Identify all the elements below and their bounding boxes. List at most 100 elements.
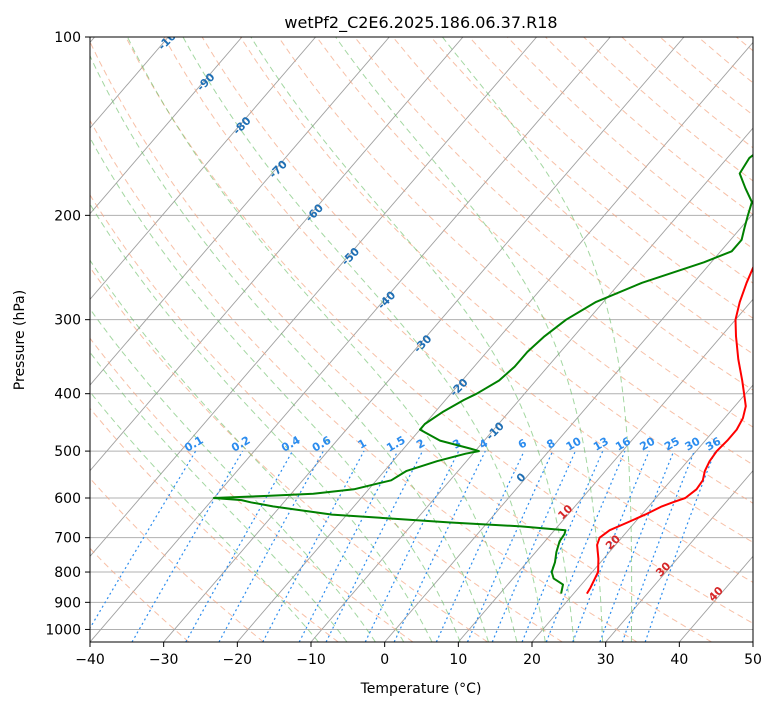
mixing-ratio-line xyxy=(466,450,554,642)
isotherm-label: -80 xyxy=(230,114,253,137)
dry-adiabat-line xyxy=(90,119,638,642)
mixing-ratio-line xyxy=(325,450,424,642)
dry-adiabat-line xyxy=(90,547,190,642)
isotherm-line xyxy=(752,641,753,642)
mixing-ratio-line xyxy=(262,450,365,642)
isotherm-label: 40 xyxy=(706,584,726,604)
mixing-ratio-line xyxy=(393,450,486,642)
isotherm-label: -70 xyxy=(267,158,290,181)
profile-series xyxy=(212,153,753,595)
isotherm-label: -40 xyxy=(375,288,398,311)
mixing-ratio-line xyxy=(90,450,197,630)
isotherm-line xyxy=(605,469,753,642)
moist-adiabat-line xyxy=(90,54,489,642)
moist-adiabat-line xyxy=(442,37,633,642)
x-tick-label: 50 xyxy=(744,652,762,668)
y-tick-label: 600 xyxy=(54,491,81,507)
isotherm-label: -50 xyxy=(339,245,362,268)
dry-adiabat-line xyxy=(468,37,753,284)
y-tick-label: 400 xyxy=(54,387,81,403)
dry-adiabat-line xyxy=(316,37,753,428)
isotherm-line xyxy=(457,298,753,642)
dewpoint-profile-line xyxy=(212,153,753,594)
x-axis-label: Temperature (°C) xyxy=(360,681,482,697)
y-axis-label: Pressure (hPa) xyxy=(12,290,28,390)
isotherm-label: 20 xyxy=(603,532,623,552)
dry-adiabat-line xyxy=(239,37,753,504)
mixing-ratio-line xyxy=(621,450,695,642)
mixing-ratio-line xyxy=(491,450,576,642)
mixing-ratio-line xyxy=(572,450,650,642)
dry-adiabat-line xyxy=(735,37,753,52)
isotherm-line xyxy=(384,213,753,642)
x-tick-label: −20 xyxy=(223,652,253,668)
mixing-ratio-line xyxy=(644,450,716,642)
isotherm-label: -30 xyxy=(411,332,434,355)
x-tick-label: −10 xyxy=(296,652,326,668)
dry-adiabat-line xyxy=(354,37,753,391)
dry-adiabat-line xyxy=(163,37,753,583)
mixing-ratio-label: 2 xyxy=(414,437,427,452)
moist-adiabat-line xyxy=(127,37,518,642)
isotherm-line xyxy=(90,37,243,215)
dry-adiabat-line xyxy=(125,37,753,624)
moist-adiabat-line xyxy=(90,259,405,642)
background-lines xyxy=(90,37,753,642)
y-tick-label: 100 xyxy=(54,30,81,46)
chart-title: wetPf2_C2E6.2025.186.06.37.R18 xyxy=(284,13,557,33)
isotherm-line xyxy=(163,37,685,642)
moist-adiabat-line xyxy=(90,391,319,642)
moist-adiabat-line xyxy=(90,308,376,642)
mixing-ratio-label: 8 xyxy=(544,437,557,452)
y-tick-label: 800 xyxy=(54,565,81,581)
isotherm-label: 10 xyxy=(555,502,575,522)
isotherm-label: -100 xyxy=(155,24,184,53)
mixing-ratio-line xyxy=(435,450,525,642)
dry-adiabat-line xyxy=(392,37,753,355)
y-tick-label: 1000 xyxy=(45,622,81,638)
dry-adiabat-line xyxy=(545,37,753,216)
isotherm-line xyxy=(90,37,611,642)
mixing-ratio-line xyxy=(521,450,604,642)
temperature-profile-line xyxy=(586,265,753,595)
x-tick-label: 20 xyxy=(523,652,541,668)
mixing-ratio-line xyxy=(364,450,460,642)
moist-adiabat-line xyxy=(250,37,575,642)
isotherm-label: 0 xyxy=(514,470,529,485)
isotherm-label: -20 xyxy=(447,376,470,399)
dry-adiabat-line xyxy=(201,37,753,543)
x-tick-label: 30 xyxy=(597,652,615,668)
y-tick-label: 500 xyxy=(54,444,81,460)
isotherm-label: -10 xyxy=(484,419,507,442)
mixing-ratio-line xyxy=(298,450,399,642)
isotherm-label: -60 xyxy=(303,201,326,224)
x-tick-label: 10 xyxy=(449,652,467,668)
mixing-ratio-line xyxy=(131,450,244,642)
x-tick-label: 40 xyxy=(670,652,688,668)
y-tick-label: 900 xyxy=(54,595,81,611)
mixing-ratio-line xyxy=(599,450,675,642)
y-tick-label: 300 xyxy=(54,313,81,329)
dry-adiabat-line xyxy=(430,37,753,319)
isotherm-line xyxy=(678,555,753,642)
x-tick-label: 0 xyxy=(380,652,389,668)
dry-adiabat-line xyxy=(90,40,712,642)
isotherm-label: 30 xyxy=(653,559,673,579)
dry-adiabat-line xyxy=(507,37,753,250)
moist-adiabat-line xyxy=(90,351,348,642)
isotherm-line xyxy=(90,37,464,472)
isotherm-line xyxy=(531,384,753,642)
moist-adiabat-line xyxy=(335,37,604,642)
plot-frame xyxy=(89,36,754,643)
mixing-ratio-line xyxy=(185,450,294,642)
dry-adiabat-line xyxy=(90,194,563,642)
moist-adiabat-line xyxy=(90,203,433,642)
y-tick-label: 200 xyxy=(54,208,81,224)
dry-adiabat-line xyxy=(90,337,414,642)
isotherm-line xyxy=(90,37,316,301)
y-tick-label: 700 xyxy=(54,531,81,547)
mixing-ratio-line xyxy=(545,450,626,642)
isotherm-line xyxy=(90,37,537,558)
dry-adiabat-line xyxy=(90,477,264,642)
